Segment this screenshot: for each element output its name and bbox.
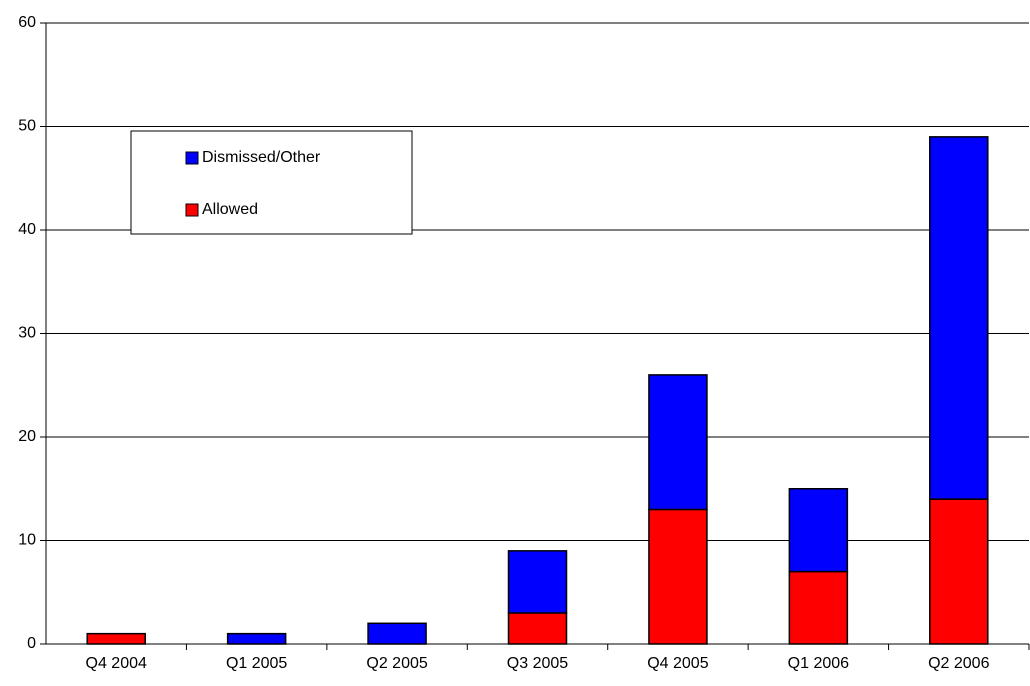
- bar-segment: [226, 632, 287, 645]
- y-tick-label: 30: [18, 325, 36, 342]
- y-tick-label: 50: [18, 118, 36, 135]
- y-tick-label: 0: [27, 635, 36, 652]
- bar-segment: [929, 136, 989, 500]
- y-tick-label: 10: [18, 532, 36, 549]
- bar-segment: [788, 488, 849, 573]
- legend-label: Dismissed/Other: [202, 149, 321, 166]
- bar-segment: [507, 550, 568, 614]
- x-tick-label: Q4 2004: [86, 655, 147, 672]
- x-tick-label: Q1 2006: [788, 655, 849, 672]
- y-tick-label: 40: [18, 221, 36, 238]
- y-tick-label: 20: [18, 428, 36, 445]
- bar-segment: [648, 508, 708, 645]
- x-tick-label: Q4 2005: [647, 655, 708, 672]
- bar-segment: [929, 498, 989, 645]
- bar-segment: [507, 612, 568, 645]
- legend-box: [130, 130, 413, 235]
- bar-segment: [788, 570, 849, 645]
- x-tick-label: Q2 2005: [366, 655, 427, 672]
- legend-swatch: [185, 151, 199, 165]
- y-tick-label: 60: [18, 14, 36, 31]
- x-tick-label: Q1 2005: [226, 655, 287, 672]
- legend-label: Allowed: [202, 201, 258, 218]
- bar-segment: [86, 632, 146, 645]
- bar-segment: [367, 622, 427, 645]
- x-tick-label: Q3 2005: [507, 655, 568, 672]
- bar-segment: [648, 374, 708, 511]
- x-tick-label: Q2 2006: [928, 655, 989, 672]
- legend-swatch: [185, 203, 199, 217]
